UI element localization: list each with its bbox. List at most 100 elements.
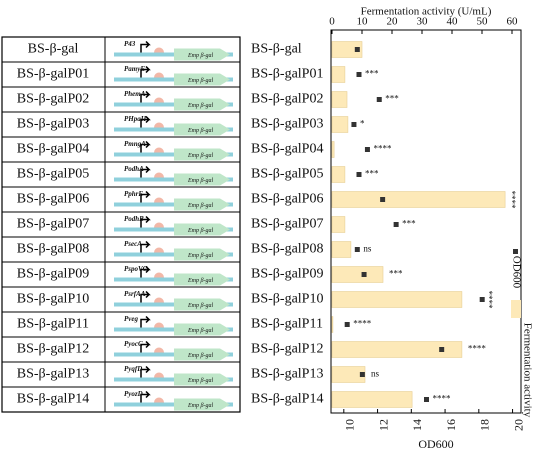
- promoter-label: PyqfD: [124, 365, 142, 373]
- significance: ****: [507, 191, 517, 210]
- gene-label: Emp β-gal: [187, 378, 213, 384]
- significance: ****: [373, 144, 392, 154]
- category-label: BS-β-galP13: [251, 367, 323, 382]
- promoter-arrow: [140, 365, 151, 378]
- gene-arrow: [174, 98, 230, 111]
- x2-tick-label: 10: [357, 16, 369, 28]
- rbs: [154, 47, 164, 53]
- bar: [331, 366, 366, 383]
- rbs: [154, 322, 164, 328]
- table-frame: [1, 36, 241, 413]
- table-row-label: BS-β-galP09: [17, 267, 89, 282]
- gene-arrow: [174, 123, 230, 136]
- gene-arrow: [174, 173, 230, 186]
- rbs: [154, 122, 164, 128]
- table-row-label: BS-β-galP01: [17, 67, 89, 82]
- significance: ****: [484, 291, 494, 310]
- category-label: BS-β-galP05: [251, 167, 323, 182]
- promoter-label: P43: [124, 40, 136, 48]
- category-label: BS-β-galP09: [251, 267, 323, 282]
- promoter-arrow: [140, 265, 151, 278]
- point: [479, 297, 485, 302]
- promoter-arrow: [140, 65, 151, 78]
- rbs: [154, 372, 164, 378]
- promoter-label: PyozD: [124, 390, 143, 398]
- bar: [331, 266, 384, 283]
- legend-point: [513, 249, 518, 254]
- gene-label: Emp β-gal: [187, 353, 213, 359]
- rbs: [154, 272, 164, 278]
- rbs: [154, 197, 164, 203]
- table-row-label: BS-β-gal: [28, 42, 79, 57]
- gene-label: Emp β-gal: [187, 103, 213, 109]
- x2-tick-label: 20: [387, 16, 399, 28]
- x-tick-label: 10: [343, 419, 357, 431]
- bar: [331, 241, 352, 258]
- promoter-label: PspoVG: [124, 265, 148, 273]
- point: [356, 172, 362, 177]
- x2-tick-label: 60: [507, 16, 519, 28]
- point: [354, 247, 360, 252]
- gene-label: Emp β-gal: [187, 78, 213, 84]
- gene-arrow: [174, 398, 230, 411]
- bar: [331, 191, 506, 208]
- gene-label: Emp β-gal: [187, 328, 213, 334]
- promoter-label: PmngA: [124, 140, 146, 148]
- point: [364, 147, 370, 152]
- gene-arrow: [174, 373, 230, 386]
- gene-arrow: [174, 323, 230, 336]
- gene-label: Emp β-gal: [187, 203, 213, 209]
- point: [356, 72, 362, 77]
- category-label: BS-β-galP11: [251, 317, 323, 332]
- category-label: BS-β-galP06: [251, 192, 323, 207]
- promoter-arrow: [140, 90, 151, 103]
- table-row-label: BS-β-galP04: [17, 142, 89, 157]
- rbs: [154, 397, 164, 403]
- promoter-arrow: [140, 190, 151, 203]
- rbs: [154, 72, 164, 78]
- bar: [331, 291, 463, 308]
- point: [393, 222, 399, 227]
- table-row-label: BS-β-galP06: [17, 192, 89, 207]
- legend-swatch: [511, 300, 521, 318]
- gene-label: Emp β-gal: [187, 253, 213, 259]
- x-title: OD600: [418, 437, 453, 451]
- category-label: BS-β-galP08: [251, 242, 323, 257]
- significance: ***: [365, 169, 379, 179]
- gene-arrow: [174, 248, 230, 261]
- table-row-label: BS-β-galP07: [17, 217, 89, 232]
- gene-label: Emp β-gal: [187, 153, 213, 159]
- table-row-label: BS-β-galP13: [17, 367, 89, 382]
- promoter-label: PHpaII: [124, 115, 146, 123]
- point: [439, 347, 445, 352]
- bar: [331, 141, 335, 158]
- gene-arrow: [174, 48, 230, 61]
- promoter-label: PodhB: [124, 215, 144, 223]
- bar: [331, 341, 463, 358]
- rbs: [154, 297, 164, 303]
- significance: ***: [402, 219, 416, 229]
- gene-arrow: [174, 198, 230, 211]
- category-label: BS-β-galP04: [251, 142, 323, 157]
- gene-arrow: [174, 148, 230, 161]
- promoter-label: PamyE: [124, 65, 145, 73]
- x2-tick-label: 30: [417, 16, 429, 28]
- category-label: BS-β-gal: [251, 42, 302, 57]
- x-tick-label: 20: [511, 419, 525, 431]
- gene-label: Emp β-gal: [187, 403, 213, 409]
- promoter-arrow: [140, 40, 151, 53]
- gene-label: Emp β-gal: [187, 128, 213, 134]
- significance: *: [360, 119, 365, 129]
- promoter-label: PsrfAA: [124, 290, 146, 298]
- promoter-label: PhemA: [124, 90, 146, 98]
- bar: [331, 391, 413, 408]
- legend-label: Fermentation activity: [521, 323, 533, 418]
- gene-arrow: [174, 298, 230, 311]
- significance: ****: [468, 344, 487, 354]
- table-row-label: BS-β-galP12: [17, 342, 89, 357]
- x2-tick-label: 0: [329, 16, 335, 28]
- table-row-label: BS-β-galP05: [17, 167, 89, 182]
- point: [376, 97, 382, 102]
- x2-title: Fermentation activity (U/mL): [361, 6, 492, 18]
- point: [354, 47, 360, 52]
